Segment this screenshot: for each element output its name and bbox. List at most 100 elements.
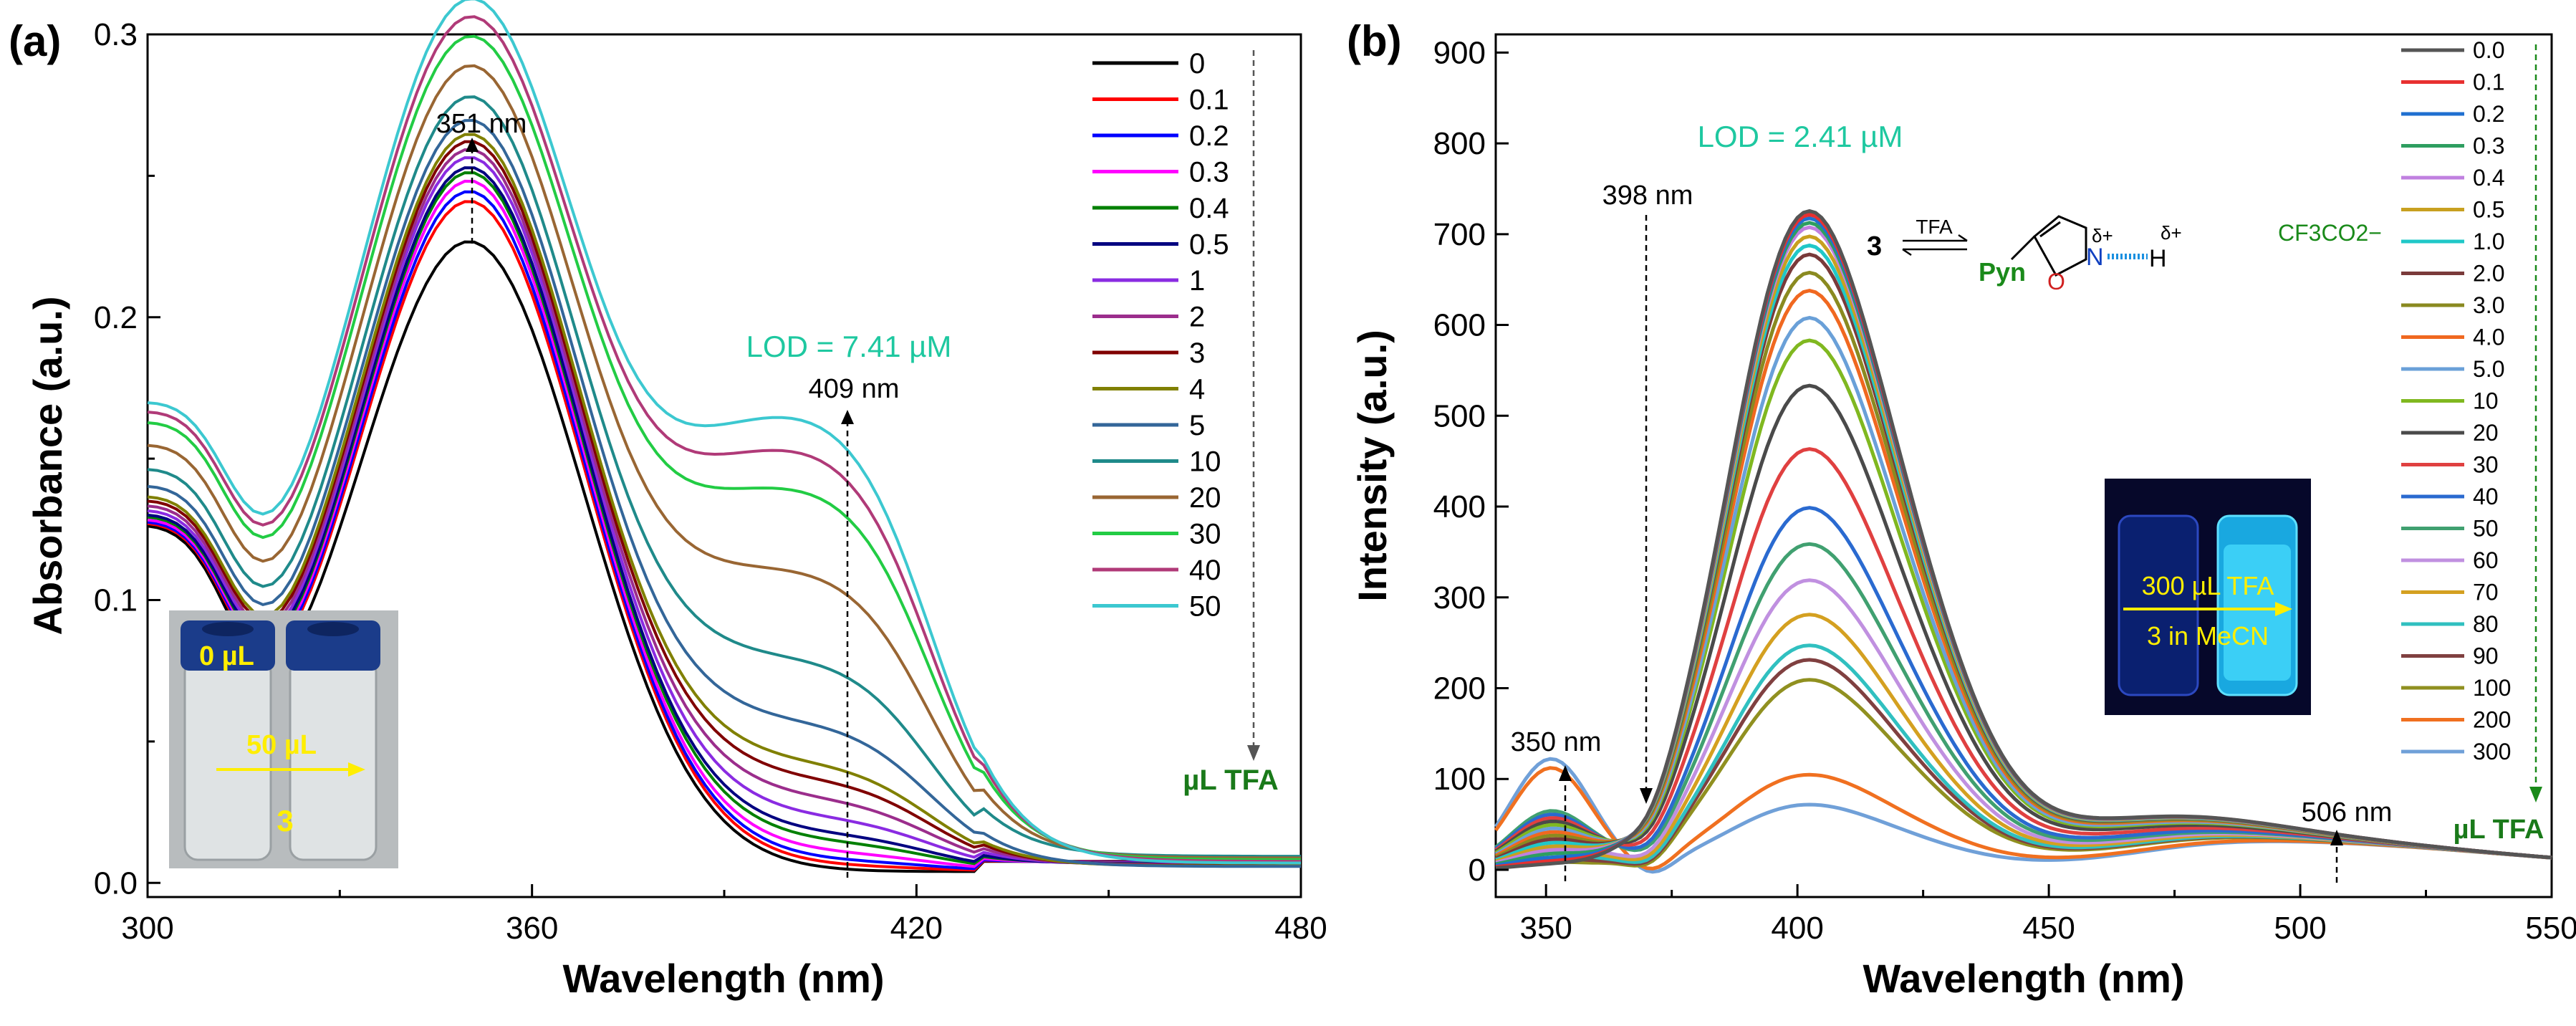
panel-b-series-line	[1495, 234, 2552, 863]
panel-b-y-tick-label: 800	[1433, 126, 1486, 161]
panel-b-legend-arrowhead	[2529, 787, 2542, 802]
panel-b-inset-vial-left	[2118, 514, 2199, 696]
panel-b-y-tick-label: 300	[1433, 580, 1486, 615]
panel-a-legend-label: 2	[1189, 302, 1205, 333]
panel-b-series-group	[1494, 208, 2552, 874]
panel-b-scheme-ring	[2033, 215, 2087, 277]
panel-a-series-line	[147, 118, 1301, 868]
panel-a-legend-label: 0.1	[1189, 85, 1229, 116]
panel-b-legend: 0.0 0.1 0.2 0.3 0.4 0.5 1.0 2.0 3.0 4.0 5.0 10 20 30 4…	[2401, 37, 2511, 764]
panel-a-legend-label: 0.5	[1189, 229, 1229, 261]
panel-a-inset-left-label: 0 µL	[199, 641, 254, 671]
panel-b-series-line	[1494, 289, 2552, 860]
panel-b-legend-label: 60	[2473, 547, 2499, 573]
panel-b-frame	[1494, 33, 2553, 898]
panel-b: (b) 350 400 450 500 550 0 100 200 300 400 500 600 70…	[1347, 17, 2576, 1001]
panel-a-legend-label: 50	[1189, 591, 1221, 623]
panel-a-legend-label: 30	[1189, 519, 1221, 550]
panel-b-x-tick-label: 350	[1519, 911, 1572, 946]
panel-b-scheme-delta-h: δ+	[2161, 222, 2182, 244]
panel-b-y-tick-label: 700	[1433, 217, 1486, 252]
panel-b-scheme-substituent-bond	[2010, 235, 2036, 261]
panel-b-legend-label: 5.0	[2473, 356, 2504, 382]
panel-b-series-line	[1495, 243, 2552, 862]
panel-b-peak1-label: 350 nm	[1511, 727, 1602, 757]
panel-b-legend-label: 80	[2473, 611, 2499, 637]
panel-a-legend-unit: µL TFA	[1183, 764, 1278, 796]
panel-b-series-line	[1494, 315, 2552, 860]
panel-b-y-tick-label: 0	[1469, 853, 1486, 888]
panel-b-scheme-group: Pyn	[1979, 257, 2026, 287]
panel-b-legend-label: 40	[2473, 484, 2499, 509]
panel-b-reaction-scheme: 3 TFA Pyn O N δ+ H δ+ CF3CO2−	[1867, 215, 2382, 294]
panel-b-peak3-label: 506 nm	[2302, 797, 2393, 828]
panel-a-legend: 0 0.1 0.2 0.3 0.4 0.5 1 2 3 4 5 10 20 30 40 50	[1092, 48, 1229, 623]
panel-b-y-tick-label: 600	[1433, 308, 1486, 343]
panel-b-y-tick-label: 400	[1433, 489, 1486, 524]
panel-b-x-tick-label: 450	[2022, 911, 2075, 946]
panel-b-x-tick-label: 400	[1771, 911, 1823, 946]
panel-b-legend-label: 0.2	[2473, 101, 2504, 127]
panel-a-x-tick-label: 420	[890, 911, 943, 946]
panel-b-legend-label: 300	[2473, 739, 2511, 764]
panel-a-legend-label: 3	[1189, 337, 1205, 369]
panel-b-legend-label: 10	[2473, 388, 2499, 414]
panel-b-inset-line1: 300 µL TFA	[2142, 571, 2274, 600]
panel-a-legend-arrowhead	[1247, 745, 1260, 761]
panel-a-y-tick-label: 0.2	[94, 300, 138, 335]
panel-a-label: (a)	[9, 17, 61, 65]
panel-b-inset-photo: 300 µL TFA 3 in MeCN	[2105, 479, 2311, 715]
panel-a-legend-label: 10	[1189, 446, 1221, 478]
panel-b-series-line	[1495, 225, 2552, 865]
panel-b-scheme-reagent: TFA	[1916, 216, 1953, 238]
panel-b-lod-label: LOD = 2.41 µM	[1698, 120, 1903, 153]
panel-a-y-tick-label: 0.1	[94, 583, 138, 618]
panel-b-legend-label: 0.5	[2473, 197, 2504, 223]
panel-b-legend-label: 3.0	[2473, 292, 2504, 318]
panel-b-y-tick-label: 500	[1433, 398, 1486, 433]
panel-b-legend-label: 0.1	[2473, 69, 2504, 95]
panel-a-peak1-label: 351 nm	[436, 109, 527, 139]
panel-b-scheme-oxygen: O	[2047, 269, 2065, 294]
panel-b-legend-label: 70	[2473, 580, 2499, 605]
panel-a-inset-cap-hole-left	[202, 622, 254, 636]
panel-b-scheme-hydrogen: H	[2149, 245, 2167, 272]
panel-b-scheme-delta-n: δ+	[2092, 225, 2113, 246]
panel-b-legend-unit: µL TFA	[2454, 815, 2544, 845]
panel-b-y-axis-title: Intensity (a.u.)	[1350, 330, 1395, 602]
panel-b-series-line	[1495, 208, 2552, 870]
panel-b-label: (b)	[1347, 17, 1402, 65]
panel-a-x-axis-title: Wavelength (nm)	[562, 956, 884, 1001]
panel-b-scheme-double-bond	[2039, 221, 2061, 238]
panel-b-legend-label: 100	[2473, 675, 2511, 701]
panel-b-y-tick-label: 200	[1433, 671, 1486, 706]
panel-b-peak2-label: 398 nm	[1602, 181, 1693, 211]
panel-b-legend-label: 2.0	[2473, 261, 2504, 287]
panel-b-series-line	[1495, 252, 2552, 860]
panel-b-peak3-arrowhead	[2330, 830, 2343, 845]
panel-a-inset-compound: 3	[277, 804, 293, 838]
panel-b-peak2-arrowhead	[1640, 788, 1653, 804]
panel-b-legend-label: 0.0	[2473, 37, 2504, 63]
panel-b-series-line	[1495, 212, 2552, 869]
panel-b-series-line	[1495, 221, 2552, 866]
panel-b-legend-label: 0.3	[2473, 133, 2504, 159]
panel-b-inset-arrowhead	[2275, 602, 2292, 616]
panel-a-inset-right-label: 50 µL	[246, 730, 317, 760]
panel-b-x-tick-label: 500	[2274, 911, 2326, 946]
panel-b-x-tick-label: 550	[2525, 911, 2576, 946]
panel-a-y-axis-title: Absorbance (a.u.)	[25, 297, 70, 636]
panel-a-x-tick-label: 480	[1274, 911, 1327, 946]
panel-b-scheme-nitrogen: N	[2086, 244, 2104, 271]
panel-a-inset-cap-left	[181, 620, 275, 671]
panel-a-x-tick-label: 360	[506, 911, 558, 946]
panel-a-legend-label: 0	[1189, 48, 1205, 80]
panel-a-y-tick-label: 0.3	[94, 17, 138, 52]
panel-b-legend-label: 1.0	[2473, 229, 2504, 254]
panel-b-scheme-counterion: CF3CO2−	[2278, 220, 2382, 246]
panel-a-legend-label: 40	[1189, 555, 1221, 586]
panel-a-legend-label: 0.4	[1189, 193, 1229, 224]
panel-b-series-line	[1495, 216, 2552, 868]
